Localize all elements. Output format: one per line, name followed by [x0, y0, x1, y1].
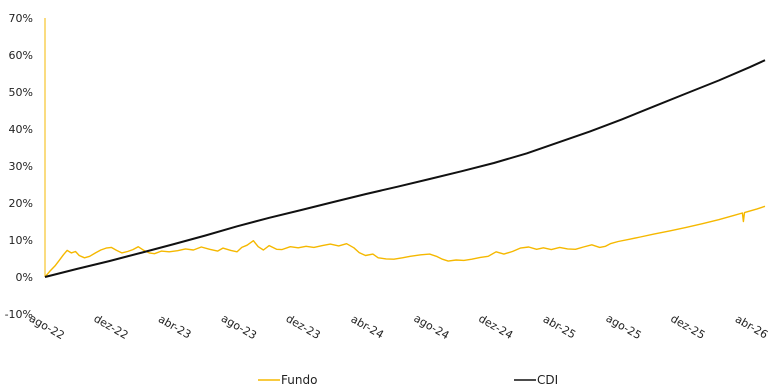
x-tick-label: abr-25: [541, 312, 578, 341]
legend-label-fundo: Fundo: [281, 373, 317, 387]
y-tick-label: 10%: [9, 234, 33, 247]
x-tick-label: dez-22: [91, 312, 130, 342]
x-tick-label: ago-23: [219, 312, 259, 343]
x-tick-label: dez-23: [284, 312, 323, 342]
x-tick-label: abr-24: [349, 312, 386, 341]
legend-label-cdi: CDI: [537, 373, 558, 387]
y-tick-label: 70%: [9, 12, 33, 25]
series-line-cdi: [44, 59, 766, 278]
legend: Fundo CDI: [258, 373, 558, 387]
series-line-fundo: [44, 205, 766, 278]
y-tick-label: 20%: [9, 197, 33, 210]
x-tick-label: ago-25: [604, 312, 644, 343]
x-axis-tick-labels: ago-22 dez-22 abr-23 ago-23 dez-23 abr-24 ago-…: [27, 312, 770, 343]
y-tick-label: -10%: [5, 308, 33, 321]
y-tick-label: 60%: [9, 49, 33, 62]
x-tick-label: abr-23: [156, 312, 193, 341]
y-tick-label: 0%: [16, 271, 33, 284]
y-tick-label: 30%: [9, 160, 33, 173]
y-axis-tick-labels: -10% 0% 10% 20% 30% 40% 50% 60% 70%: [5, 12, 33, 321]
y-tick-label: 50%: [9, 86, 33, 99]
series-lines: [44, 59, 766, 278]
x-tick-label: ago-24: [412, 312, 452, 343]
y-tick-label: 40%: [9, 123, 33, 136]
x-tick-label: dez-24: [476, 312, 515, 342]
x-tick-label: ago-22: [27, 312, 67, 343]
x-tick-label: abr-26: [733, 312, 770, 341]
x-tick-label: dez-25: [668, 312, 707, 342]
